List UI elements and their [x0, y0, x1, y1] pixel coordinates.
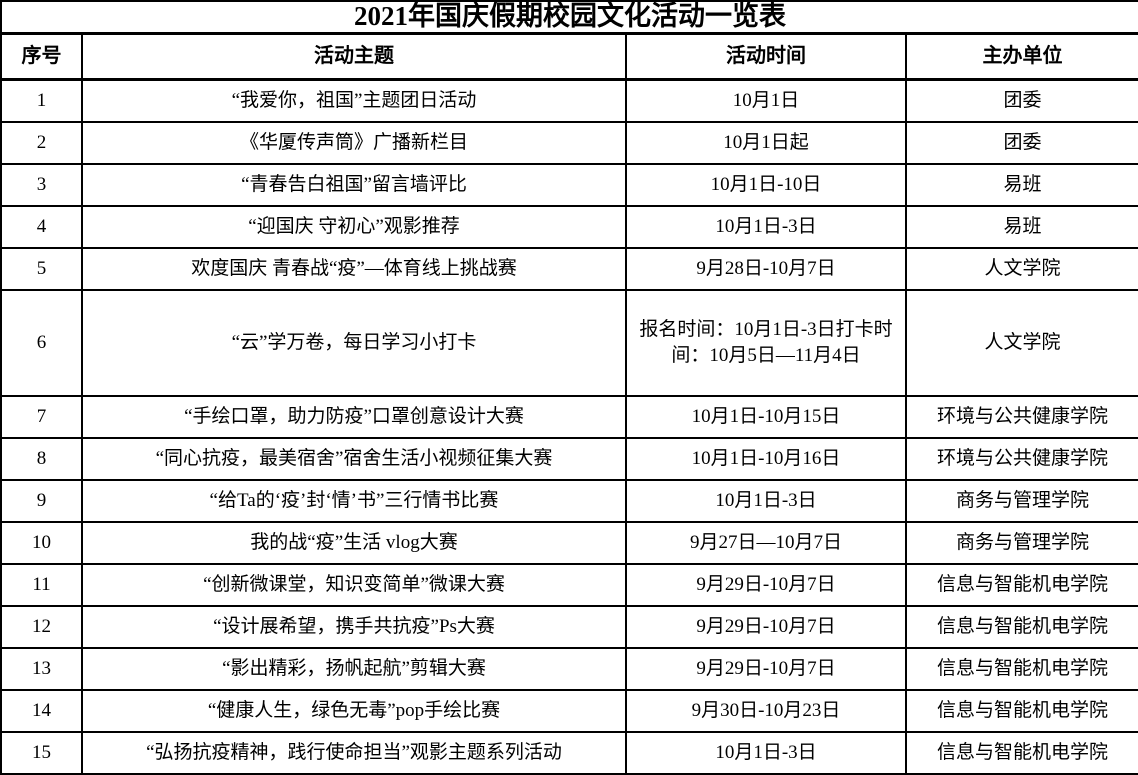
activity-theme-cell: “同心抗疫，最美宿舍”宿舍生活小视频征集大赛 [81, 436, 627, 481]
organizer-cell: 环境与公共健康学院 [905, 394, 1138, 439]
row-number-cell: 12 [0, 604, 83, 649]
activity-time-cell: 10月1日-3日 [625, 478, 907, 523]
organizer-cell: 人文学院 [905, 288, 1138, 397]
activity-time-cell: 9月29日-10月7日 [625, 646, 907, 691]
row-number-cell: 9 [0, 478, 83, 523]
table-row: 14 “健康人生，绿色无毒”pop手绘比赛 9月30日-10月23日 信息与智能机电学… [0, 688, 1138, 733]
organizer-cell: 信息与智能机电学院 [905, 562, 1138, 607]
row-number-cell: 2 [0, 120, 83, 165]
table-row: 3 “青春告白祖国”留言墙评比 10月1日-10日 易班 [0, 162, 1138, 207]
table-row: 12 “设计展希望，携手共抗疫”Ps大赛 9月29日-10月7日 信息与智能机电学院 [0, 604, 1138, 649]
row-number-cell: 5 [0, 246, 83, 291]
activity-theme-cell: 《华厦传声筒》广播新栏目 [81, 120, 627, 165]
table-row: 8 “同心抗疫，最美宿舍”宿舍生活小视频征集大赛 10月1日-10月16日 环境与公共… [0, 436, 1138, 481]
table-title-row: 2021年国庆假期校园文化活动一览表 [0, 0, 1138, 35]
organizer-cell: 易班 [905, 162, 1138, 207]
page-title: 2021年国庆假期校园文化活动一览表 [0, 0, 1138, 35]
activity-time-cell: 报名时间：10月1日-3日打卡时间：10月5日—11月4日 [625, 288, 907, 397]
organizer-cell: 团委 [905, 120, 1138, 165]
activity-time-cell: 9月28日-10月7日 [625, 246, 907, 291]
activity-time-cell: 10月1日-10月15日 [625, 394, 907, 439]
activity-time-cell: 9月29日-10月7日 [625, 562, 907, 607]
row-number-cell: 6 [0, 288, 83, 397]
table-row: 15 “弘扬抗疫精神，践行使命担当”观影主题系列活动 10月1日-3日 信息与智能机电… [0, 730, 1138, 775]
activity-time-cell: 9月27日—10月7日 [625, 520, 907, 565]
table-row: 9 “给Ta的‘疫’封‘情’书”三行情书比赛 10月1日-3日 商务与管理学院 [0, 478, 1138, 523]
activity-theme-cell: 欢度国庆 青春战“疫”—体育线上挑战赛 [81, 246, 627, 291]
table-header-row: 序号 活动主题 活动时间 主办单位 [0, 32, 1138, 81]
column-header-time: 活动时间 [625, 32, 907, 81]
table-row: 1 “我爱你，祖国”主题团日活动 10月1日 团委 [0, 78, 1138, 123]
row-number-cell: 1 [0, 78, 83, 123]
activity-theme-cell: “手绘口罩，助力防疫”口罩创意设计大赛 [81, 394, 627, 439]
activity-theme-cell: “我爱你，祖国”主题团日活动 [81, 78, 627, 123]
table-row: 2 《华厦传声筒》广播新栏目 10月1日起 团委 [0, 120, 1138, 165]
activity-theme-cell: “给Ta的‘疫’封‘情’书”三行情书比赛 [81, 478, 627, 523]
table-row: 11 “创新微课堂，知识变简单”微课大赛 9月29日-10月7日 信息与智能机电学院 [0, 562, 1138, 607]
row-number-cell: 4 [0, 204, 83, 249]
organizer-cell: 信息与智能机电学院 [905, 730, 1138, 775]
activity-theme-cell: “创新微课堂，知识变简单”微课大赛 [81, 562, 627, 607]
organizer-cell: 商务与管理学院 [905, 520, 1138, 565]
activity-time-cell: 9月29日-10月7日 [625, 604, 907, 649]
column-header-organizer: 主办单位 [905, 32, 1138, 81]
column-header-theme: 活动主题 [81, 32, 627, 81]
row-number-cell: 15 [0, 730, 83, 775]
table-row: 7 “手绘口罩，助力防疫”口罩创意设计大赛 10月1日-10月15日 环境与公共健康学… [0, 394, 1138, 439]
column-header-no: 序号 [0, 32, 83, 81]
organizer-cell: 信息与智能机电学院 [905, 688, 1138, 733]
activity-time-cell: 10月1日起 [625, 120, 907, 165]
organizer-cell: 环境与公共健康学院 [905, 436, 1138, 481]
activity-time-cell: 10月1日-10月16日 [625, 436, 907, 481]
table-row: 5 欢度国庆 青春战“疫”—体育线上挑战赛 9月28日-10月7日 人文学院 [0, 246, 1138, 291]
row-number-cell: 14 [0, 688, 83, 733]
table-row: 13 “影出精彩，扬帆起航”剪辑大赛 9月29日-10月7日 信息与智能机电学院 [0, 646, 1138, 691]
activity-theme-cell: “迎国庆 守初心”观影推荐 [81, 204, 627, 249]
organizer-cell: 人文学院 [905, 246, 1138, 291]
organizer-cell: 易班 [905, 204, 1138, 249]
activity-time-cell: 10月1日 [625, 78, 907, 123]
row-number-cell: 10 [0, 520, 83, 565]
activity-time-cell: 10月1日-3日 [625, 730, 907, 775]
organizer-cell: 信息与智能机电学院 [905, 646, 1138, 691]
activity-theme-cell: “青春告白祖国”留言墙评比 [81, 162, 627, 207]
organizer-cell: 商务与管理学院 [905, 478, 1138, 523]
organizer-cell: 团委 [905, 78, 1138, 123]
row-number-cell: 11 [0, 562, 83, 607]
activity-theme-cell: “云”学万卷，每日学习小打卡 [81, 288, 627, 397]
row-number-cell: 3 [0, 162, 83, 207]
activity-time-cell: 10月1日-3日 [625, 204, 907, 249]
activity-theme-cell: 我的战“疫”生活 vlog大赛 [81, 520, 627, 565]
activity-time-cell: 9月30日-10月23日 [625, 688, 907, 733]
activity-theme-cell: “弘扬抗疫精神，践行使命担当”观影主题系列活动 [81, 730, 627, 775]
row-number-cell: 7 [0, 394, 83, 439]
activity-theme-cell: “影出精彩，扬帆起航”剪辑大赛 [81, 646, 627, 691]
table-row: 4 “迎国庆 守初心”观影推荐 10月1日-3日 易班 [0, 204, 1138, 249]
table-row: 6 “云”学万卷，每日学习小打卡 报名时间：10月1日-3日打卡时间：10月5日—1… [0, 288, 1138, 397]
activity-theme-cell: “健康人生，绿色无毒”pop手绘比赛 [81, 688, 627, 733]
row-number-cell: 8 [0, 436, 83, 481]
row-number-cell: 13 [0, 646, 83, 691]
table-row: 10 我的战“疫”生活 vlog大赛 9月27日—10月7日 商务与管理学院 [0, 520, 1138, 565]
activity-time-cell: 10月1日-10日 [625, 162, 907, 207]
activity-theme-cell: “设计展希望，携手共抗疫”Ps大赛 [81, 604, 627, 649]
organizer-cell: 信息与智能机电学院 [905, 604, 1138, 649]
